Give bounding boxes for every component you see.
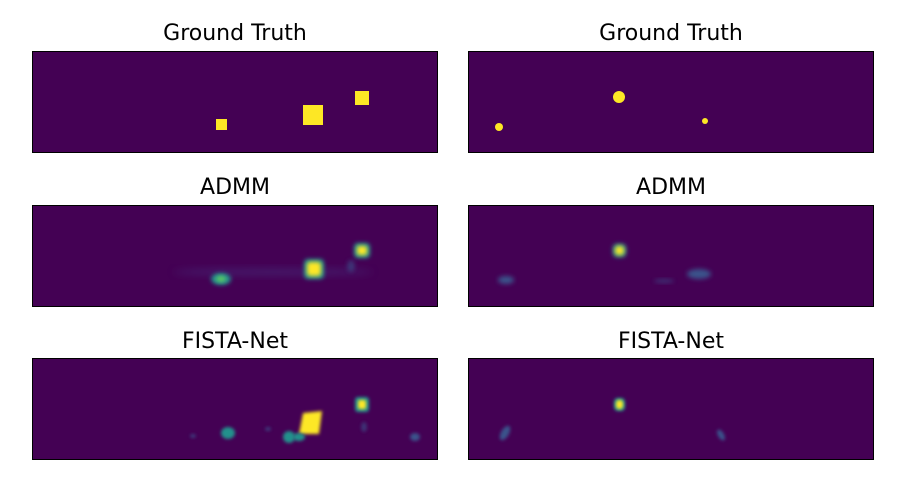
title-left-ground-truth: Ground Truth (163, 21, 307, 46)
gt-right-dot-1 (495, 123, 503, 131)
title-left-admm: ADMM (200, 175, 270, 200)
gt-left-square-3 (355, 91, 369, 105)
gt-right-dot-2 (613, 91, 625, 103)
panel-right-admm (468, 205, 874, 307)
fista-right-blob-1 (499, 425, 511, 441)
fista-left-blob-2 (283, 431, 295, 443)
image-right-admm (469, 206, 873, 306)
gt-left-square-1 (216, 119, 227, 130)
panel-left-fista (32, 358, 438, 460)
fista-left-blob-5 (410, 433, 420, 441)
panel-right-fista (468, 358, 874, 460)
admm-right-blob-3 (687, 269, 711, 279)
gt-left-square-2 (303, 105, 323, 125)
fista-left-blob-3 (299, 411, 322, 434)
title-right-ground-truth: Ground Truth (599, 21, 743, 46)
fista-left-blob-1 (221, 427, 235, 439)
panel-right-ground-truth (468, 51, 874, 153)
fista-right-blob-3 (717, 429, 725, 441)
image-right-fista (469, 359, 873, 459)
panel-left-admm (32, 205, 438, 307)
image-left-ground-truth (33, 52, 437, 152)
image-left-admm (33, 206, 437, 306)
title-right-fista: FISTA-Net (618, 329, 724, 354)
image-right-ground-truth (469, 52, 873, 152)
title-right-admm: ADMM (636, 175, 706, 200)
image-left-fista (33, 359, 437, 459)
panel-left-ground-truth (32, 51, 438, 153)
admm-right-blob-1 (498, 276, 514, 284)
gt-right-dot-3 (702, 118, 708, 124)
title-left-fista: FISTA-Net (182, 329, 288, 354)
